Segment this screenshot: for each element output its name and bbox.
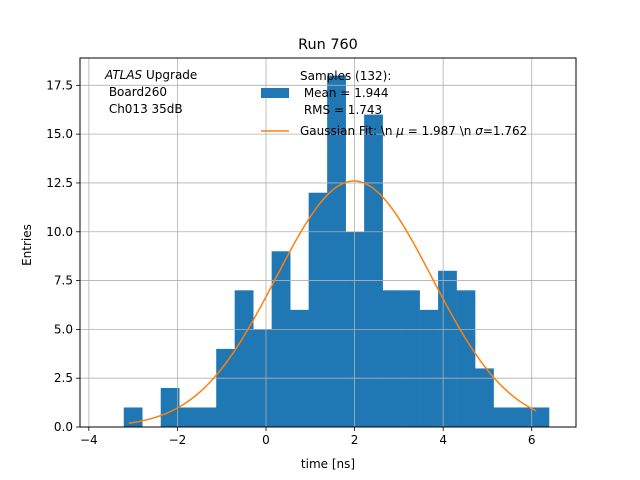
atlas-annotation: ATLAS Upgrade Board260 Ch013 35dB bbox=[104, 68, 197, 116]
histogram-bar bbox=[475, 368, 494, 427]
y-tick-label: 15.0 bbox=[46, 127, 73, 141]
x-tick-label: 0 bbox=[262, 433, 270, 447]
y-tick-label: 17.5 bbox=[46, 78, 73, 92]
histogram-bar bbox=[327, 75, 346, 428]
annotation-atlas-italic: ATLAS bbox=[104, 68, 143, 82]
x-tick-label: 6 bbox=[528, 433, 536, 447]
y-tick-label: 2.5 bbox=[54, 371, 73, 385]
histogram-bar bbox=[216, 348, 235, 427]
y-axis-label: Entries bbox=[20, 224, 34, 266]
legend-fit-prefix: Gaussian Fit: \n bbox=[300, 124, 396, 138]
x-tick-label: 4 bbox=[439, 433, 447, 447]
histogram-bar bbox=[179, 407, 199, 427]
x-axis-ticks: −4 −2 0 2 4 6 bbox=[80, 427, 536, 447]
legend-histogram-line-1: Samples (132): bbox=[300, 69, 391, 83]
histogram-bar bbox=[456, 290, 476, 427]
legend-fit-mu: μ bbox=[395, 124, 404, 138]
legend-fit-mid: = 1.987 \n bbox=[404, 124, 475, 138]
x-tick-label: 2 bbox=[351, 433, 359, 447]
legend-histogram-line-3: RMS = 1.743 bbox=[300, 103, 382, 117]
histogram-bar bbox=[493, 407, 513, 427]
histogram-bar bbox=[419, 309, 439, 427]
histogram-bar bbox=[530, 407, 550, 427]
histogram-bar bbox=[197, 407, 217, 427]
histogram-bar bbox=[160, 387, 180, 427]
y-tick-label: 5.0 bbox=[54, 322, 73, 336]
legend: Samples (132): Mean = 1.944 RMS = 1.743 … bbox=[261, 69, 527, 138]
histogram-bar bbox=[123, 407, 143, 427]
chart-title: Run 760 bbox=[298, 37, 358, 53]
histogram-bar bbox=[512, 407, 531, 427]
legend-fit-label: Gaussian Fit: \n μ = 1.987 \n σ=1.762 bbox=[300, 124, 527, 138]
y-tick-label: 0.0 bbox=[54, 420, 73, 434]
annotation-upgrade: Upgrade bbox=[142, 68, 197, 82]
histogram-bar bbox=[401, 290, 420, 427]
y-tick-label: 12.5 bbox=[46, 176, 73, 190]
histogram-bar bbox=[271, 251, 291, 427]
histogram-bar bbox=[308, 192, 328, 427]
annotation-line-3: Ch013 35dB bbox=[105, 102, 183, 116]
legend-fit-sigma: σ bbox=[475, 124, 483, 138]
plot-frame bbox=[79, 57, 577, 428]
legend-histogram-swatch bbox=[261, 88, 289, 98]
histogram-bar bbox=[382, 290, 402, 427]
histogram-bar bbox=[364, 114, 383, 427]
x-axis-label: time [ns] bbox=[301, 457, 355, 471]
histogram-bar bbox=[290, 309, 309, 427]
histogram-bar bbox=[234, 290, 254, 427]
annotation-line-1: ATLAS Upgrade bbox=[104, 68, 197, 82]
x-tick-label: −2 bbox=[169, 433, 187, 447]
legend-fit-suffix: =1.762 bbox=[483, 124, 527, 138]
x-tick-label: −4 bbox=[80, 433, 98, 447]
annotation-line-2: Board260 bbox=[105, 85, 167, 99]
y-tick-label: 10.0 bbox=[46, 225, 73, 239]
y-tick-label: 7.5 bbox=[54, 274, 73, 288]
y-axis-ticks: 0.0 2.5 5.0 7.5 10.0 12.5 15.0 17.5 bbox=[46, 78, 80, 434]
gaussian-fit-curve-group bbox=[128, 180, 537, 424]
gaussian-fit-line bbox=[128, 180, 537, 424]
legend-histogram-line-2: Mean = 1.944 bbox=[300, 86, 389, 100]
